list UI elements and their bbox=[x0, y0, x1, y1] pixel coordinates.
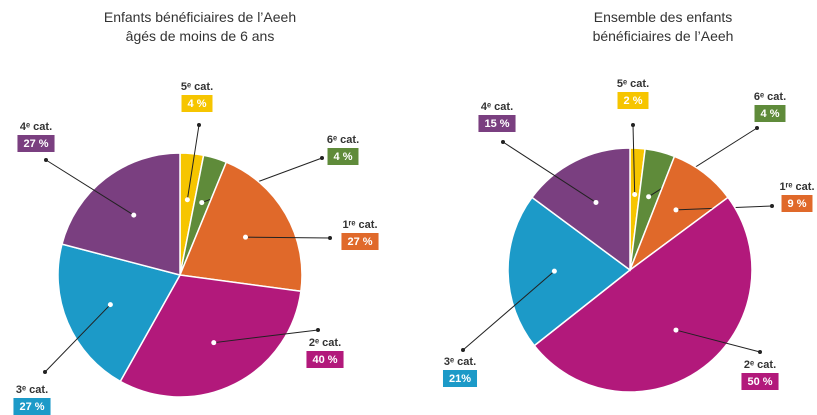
slice-value: 27 % bbox=[347, 236, 372, 248]
value-label: 27 % bbox=[17, 135, 55, 152]
leader-line bbox=[45, 159, 135, 216]
pie-slice bbox=[119, 274, 302, 398]
value-box bbox=[617, 92, 649, 109]
slice-category: 1ʳᵉ cat. bbox=[342, 219, 377, 231]
slice-category: 6ᵉ cat. bbox=[327, 134, 359, 146]
leader-end bbox=[316, 328, 320, 332]
value-label: 4 % bbox=[754, 105, 786, 122]
slice-category: 3ᵉ cat. bbox=[16, 384, 48, 396]
chart-title: Enfants bénéficiaires de l’Aeeh bbox=[104, 9, 296, 25]
leader-dot bbox=[184, 197, 190, 203]
leader-dot bbox=[632, 192, 638, 198]
value-label: 15 % bbox=[478, 115, 516, 132]
slice-category: 4ᵉ cat. bbox=[481, 101, 513, 113]
leader-line bbox=[502, 141, 597, 203]
leader-end bbox=[197, 123, 201, 127]
value-label: 40 % bbox=[306, 351, 344, 368]
leader-end bbox=[328, 236, 332, 240]
leader-end bbox=[501, 140, 505, 144]
leader-end bbox=[320, 156, 324, 160]
value-label: 50 % bbox=[741, 373, 779, 390]
value-box bbox=[341, 233, 379, 250]
leader-dot bbox=[243, 234, 249, 240]
leader-end bbox=[770, 204, 774, 208]
value-label: 21% bbox=[442, 370, 478, 387]
slice-category: 2ᵉ cat. bbox=[309, 337, 341, 349]
slice-value: 9 % bbox=[788, 198, 807, 210]
value-box bbox=[327, 148, 359, 165]
slice-value: 2 % bbox=[624, 95, 643, 107]
leader-dot bbox=[646, 194, 652, 200]
leader-line bbox=[462, 270, 555, 351]
slice-value: 27 % bbox=[23, 138, 48, 150]
value-box bbox=[181, 95, 213, 112]
leader-dot bbox=[593, 199, 599, 205]
leader-dot bbox=[673, 207, 679, 213]
value-box bbox=[13, 398, 51, 415]
value-box bbox=[754, 105, 786, 122]
pie-slice bbox=[507, 196, 632, 347]
slice-category: 2ᵉ cat. bbox=[744, 359, 776, 371]
slice-category: 5ᵉ cat. bbox=[181, 81, 213, 93]
slice-value: 15 % bbox=[484, 118, 509, 130]
slice-value: 50 % bbox=[747, 376, 772, 388]
slice-category: 5ᵉ cat. bbox=[617, 78, 649, 90]
value-label: 9 % bbox=[781, 195, 813, 212]
slice-value: 27 % bbox=[19, 401, 44, 413]
value-box bbox=[442, 370, 478, 387]
slice-value: 21% bbox=[449, 373, 471, 385]
leader-line bbox=[213, 329, 319, 344]
leader-end bbox=[631, 123, 635, 127]
leader-end bbox=[44, 158, 48, 162]
value-box bbox=[306, 351, 344, 368]
leader-end bbox=[755, 126, 759, 130]
value-box bbox=[478, 115, 516, 132]
pie-slice bbox=[530, 147, 631, 272]
chart-title: âgés de moins de 6 ans bbox=[126, 28, 275, 44]
chart-title: Ensemble des enfants bbox=[594, 9, 733, 25]
chart-title: bénéficiaires de l’Aeeh bbox=[593, 28, 734, 44]
leader-end bbox=[461, 348, 465, 352]
value-box bbox=[781, 195, 813, 212]
slice-value: 4 % bbox=[188, 98, 207, 110]
leader-dot bbox=[199, 200, 205, 206]
value-label: 4 % bbox=[327, 148, 359, 165]
leader-dot bbox=[551, 268, 557, 274]
leader-end bbox=[758, 350, 762, 354]
leader-line bbox=[632, 124, 636, 195]
slice-category: 1ʳᵉ cat. bbox=[779, 181, 814, 193]
slice-value: 4 % bbox=[761, 108, 780, 120]
leader-line bbox=[44, 304, 111, 373]
leader-line bbox=[186, 124, 200, 200]
value-box bbox=[17, 135, 55, 152]
slice-category: 6ᵉ cat. bbox=[754, 91, 786, 103]
leader-end bbox=[43, 370, 47, 374]
leader-line bbox=[675, 329, 761, 353]
pie-slice bbox=[57, 243, 182, 383]
leader-dot bbox=[211, 340, 217, 346]
leader-line bbox=[245, 236, 331, 239]
value-box bbox=[741, 373, 779, 390]
value-label: 2 % bbox=[617, 92, 649, 109]
leader-dot bbox=[107, 302, 113, 308]
pie-slice bbox=[178, 161, 303, 293]
leader-dot bbox=[673, 327, 679, 333]
value-label: 27 % bbox=[341, 233, 379, 250]
value-label: 27 % bbox=[13, 398, 51, 415]
slice-value: 4 % bbox=[334, 151, 353, 163]
value-label: 4 % bbox=[181, 95, 213, 112]
pie-slice bbox=[61, 152, 181, 276]
slice-category: 4ᵉ cat. bbox=[20, 121, 52, 133]
pie-slice bbox=[533, 196, 753, 393]
leader-dot bbox=[131, 212, 137, 218]
slice-value: 40 % bbox=[312, 354, 337, 366]
slice-category: 3ᵉ cat. bbox=[444, 356, 476, 368]
